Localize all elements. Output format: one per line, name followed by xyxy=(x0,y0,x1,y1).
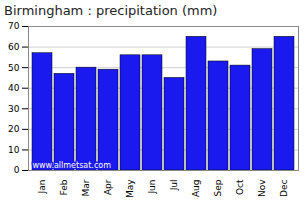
svg-text:Aug: Aug xyxy=(191,180,201,198)
svg-text:60: 60 xyxy=(8,42,20,52)
svg-text:www.allmetsat.com: www.allmetsat.com xyxy=(33,161,112,170)
svg-text:70: 70 xyxy=(8,21,20,31)
svg-text:Jul: Jul xyxy=(169,180,179,192)
svg-text:Jun: Jun xyxy=(147,180,157,195)
svg-text:Oct: Oct xyxy=(235,179,245,195)
svg-text:Mar: Mar xyxy=(81,179,91,196)
svg-text:Nov: Nov xyxy=(257,179,267,197)
svg-text:Sep: Sep xyxy=(213,179,223,196)
svg-text:Apr: Apr xyxy=(103,179,113,195)
svg-text:0: 0 xyxy=(14,165,20,175)
svg-text:10: 10 xyxy=(8,145,20,155)
svg-text:20: 20 xyxy=(8,124,20,134)
svg-text:Feb: Feb xyxy=(59,179,69,195)
svg-text:40: 40 xyxy=(8,83,20,93)
svg-text:30: 30 xyxy=(8,104,20,114)
svg-text:Dec: Dec xyxy=(279,179,289,196)
html-text:Birmingham : precipitation (mm: Birmingham : precipitation (mm) xyxy=(4,3,218,18)
svg-text:May: May xyxy=(125,179,135,198)
svg-text:50: 50 xyxy=(8,63,20,73)
svg-text:Jan: Jan xyxy=(37,180,47,195)
